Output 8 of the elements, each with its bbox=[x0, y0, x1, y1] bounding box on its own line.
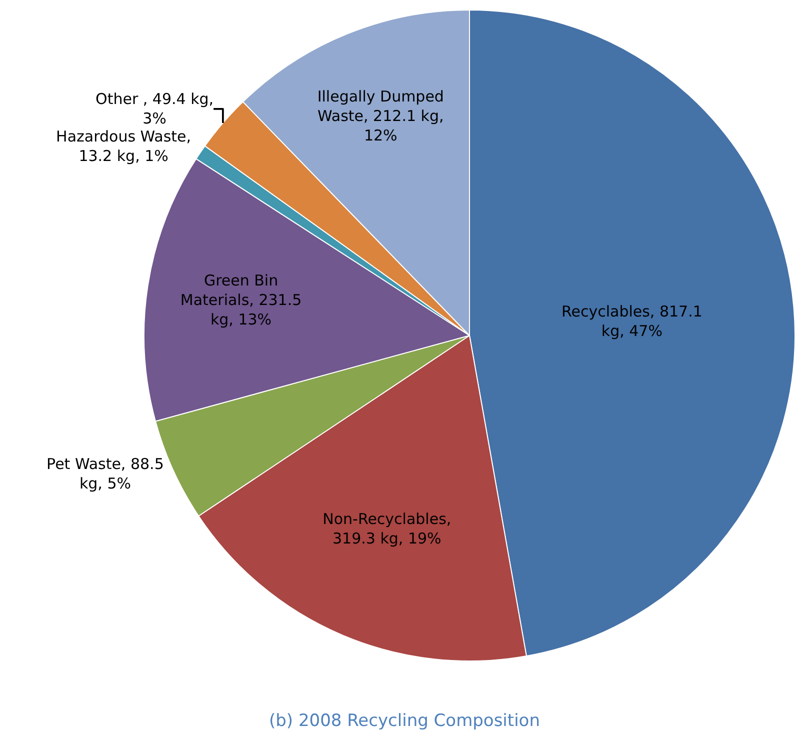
slice-label: Hazardous Waste, 13.2 kg, 1% bbox=[56, 128, 192, 166]
slice-label: Green Bin Materials, 231.5 kg, 13% bbox=[180, 272, 302, 329]
slice-label: Illegally Dumped Waste, 212.1 kg, 12% bbox=[317, 88, 444, 145]
slice-label: Pet Waste, 88.5 kg, 5% bbox=[46, 454, 164, 492]
slice-label: Recyclables, 817.1 kg, 47% bbox=[561, 302, 702, 340]
text: (b) 2008 Recycling Composition bbox=[269, 711, 540, 732]
slice-label: Non-Recyclables, 319.3 kg, 19% bbox=[322, 510, 452, 548]
slice-label: Other , 49.4 kg, 3% bbox=[96, 90, 214, 128]
